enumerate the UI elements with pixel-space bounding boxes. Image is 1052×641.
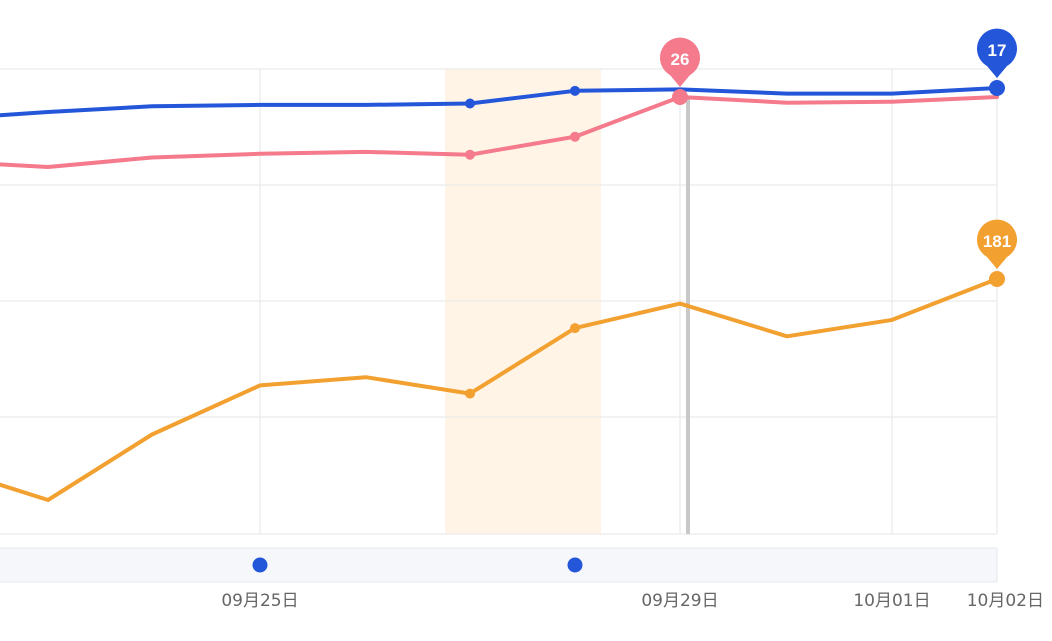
pinned-point-orange[interactable] bbox=[989, 271, 1005, 287]
pin-marker-blue bbox=[977, 28, 1017, 79]
pin-value-label-blue: 17 bbox=[988, 41, 1007, 60]
x-tick-label: 10月02日 bbox=[967, 591, 1044, 611]
pinned-point-pink[interactable] bbox=[672, 89, 688, 105]
event-marker[interactable] bbox=[252, 557, 268, 573]
chart-points-layer bbox=[465, 85, 580, 399]
data-point-orange[interactable] bbox=[570, 323, 580, 334]
data-point-blue[interactable] bbox=[465, 98, 475, 109]
x-tick-label: 09月29日 bbox=[641, 591, 718, 611]
data-point-blue[interactable] bbox=[570, 85, 580, 96]
pinned-point-blue[interactable] bbox=[989, 80, 1005, 96]
pin-marker-pink bbox=[660, 37, 700, 87]
pin-value-label-orange: 181 bbox=[983, 232, 1011, 251]
pin-value-label-pink: 26 bbox=[671, 50, 690, 69]
chart-grid-layer bbox=[0, 68, 998, 535]
pin-marker-orange bbox=[977, 219, 1017, 269]
data-point-pink[interactable] bbox=[570, 131, 580, 142]
chart-axis-layer: 09月25日 09月29日 10月01日 10月02日 bbox=[0, 547, 1044, 611]
data-point-pink[interactable] bbox=[465, 149, 475, 160]
event-marker[interactable] bbox=[567, 557, 583, 573]
timeline-scroll-bar[interactable] bbox=[0, 547, 998, 583]
x-tick-label: 09月25日 bbox=[221, 591, 298, 611]
chart-pins-layer: 26 17 181 bbox=[660, 28, 1017, 287]
data-point-orange[interactable] bbox=[465, 388, 475, 399]
x-tick-label: 10月01日 bbox=[853, 591, 930, 611]
